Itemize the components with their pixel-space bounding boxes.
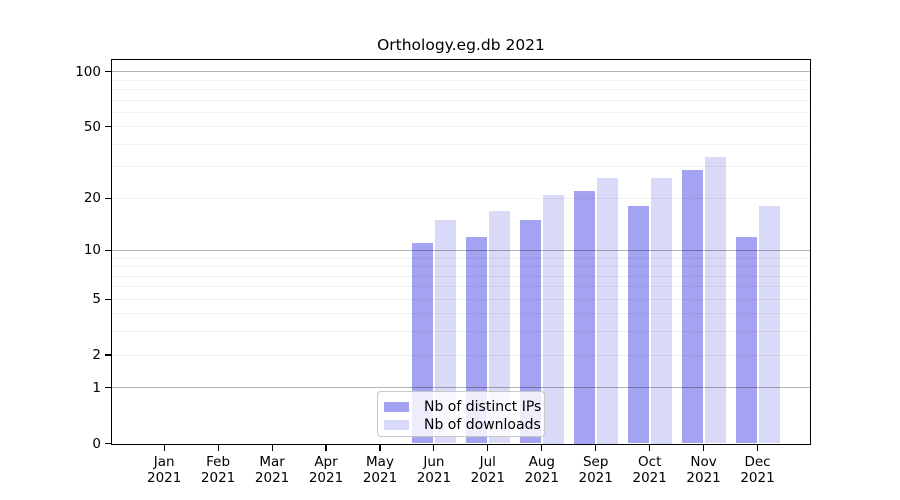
gridline-minor bbox=[112, 257, 810, 259]
bar-downloads-nov bbox=[704, 157, 726, 444]
bar-distinct-ips-sep bbox=[573, 191, 595, 444]
bar-downloads-sep bbox=[596, 178, 618, 444]
bar-distinct-ips-nov bbox=[681, 169, 703, 444]
x-tick bbox=[379, 445, 381, 451]
y-tick-label: 50 bbox=[83, 118, 101, 135]
gridline-minor bbox=[112, 298, 810, 300]
x-tick bbox=[541, 445, 543, 451]
x-tick bbox=[756, 445, 759, 451]
gridline-minor bbox=[112, 275, 810, 277]
y-tick bbox=[105, 71, 111, 73]
y-tick bbox=[105, 354, 111, 356]
x-tick bbox=[271, 445, 273, 451]
x-tick bbox=[433, 445, 435, 451]
y-tick bbox=[105, 442, 111, 445]
gridline-major bbox=[112, 71, 810, 73]
x-tick-label: Apr 2021 bbox=[308, 454, 344, 486]
x-tick-label: May 2021 bbox=[362, 454, 398, 486]
y-tick bbox=[105, 387, 111, 389]
legend-swatch-downloads bbox=[384, 420, 409, 430]
bar-distinct-ips-aug bbox=[519, 220, 541, 444]
bar-distinct-ips-oct bbox=[627, 206, 649, 444]
y-tick bbox=[105, 126, 111, 128]
x-tick-label: Nov 2021 bbox=[686, 454, 721, 486]
bar-downloads-oct bbox=[650, 178, 672, 444]
gridline-minor bbox=[112, 313, 810, 315]
y-tick bbox=[105, 197, 111, 199]
legend-item-downloads: Nb of downloads bbox=[384, 416, 544, 434]
legend-label-distinct-ips: Nb of distinct IPs bbox=[424, 399, 542, 415]
x-tick bbox=[217, 445, 219, 451]
x-tick-label: Feb 2021 bbox=[200, 454, 236, 486]
gridline-minor bbox=[112, 331, 810, 333]
legend-label-downloads: Nb of downloads bbox=[424, 417, 541, 433]
gridline-minor bbox=[112, 354, 810, 356]
bar-downloads-dec bbox=[758, 206, 780, 444]
gridline-minor bbox=[112, 99, 810, 101]
gridline-minor bbox=[112, 286, 810, 288]
x-tick-label: Jan 2021 bbox=[147, 454, 182, 486]
x-tick-label: Jul 2021 bbox=[470, 454, 505, 486]
y-tick bbox=[105, 249, 111, 251]
x-tick bbox=[595, 445, 597, 451]
gridline-minor bbox=[112, 89, 810, 91]
x-tick bbox=[487, 445, 489, 451]
gridline-minor bbox=[112, 197, 810, 199]
x-tick-label: Mar 2021 bbox=[254, 454, 290, 486]
chart-title: Orthology.eg.db 2021 bbox=[377, 36, 545, 54]
y-tick-label: 5 bbox=[92, 291, 101, 308]
gridline-minor bbox=[112, 79, 810, 81]
x-tick bbox=[325, 445, 327, 451]
gridline-major bbox=[112, 249, 810, 251]
bar-downloads-jun bbox=[434, 220, 456, 444]
y-tick-label: 10 bbox=[83, 242, 101, 259]
legend-item-distinct-ips: Nb of distinct IPs bbox=[384, 398, 544, 416]
x-tick-label: Sep 2021 bbox=[578, 454, 613, 486]
y-tick-label: 100 bbox=[75, 63, 101, 80]
y-tick-label: 20 bbox=[83, 190, 101, 207]
y-tick-label: 2 bbox=[92, 347, 101, 363]
x-tick-label: Oct 2021 bbox=[632, 454, 667, 486]
chart-legend: Nb of distinct IPs Nb of downloads bbox=[377, 391, 545, 437]
y-tick-label: 0 bbox=[92, 435, 101, 452]
gridline-minor bbox=[112, 266, 810, 267]
x-tick-label: Jun 2021 bbox=[416, 454, 452, 486]
x-tick bbox=[703, 445, 705, 451]
x-tick-label: Aug 2021 bbox=[524, 454, 559, 486]
gridline-minor bbox=[112, 111, 810, 113]
x-tick-label: Dec 2021 bbox=[740, 454, 775, 486]
y-tick bbox=[105, 298, 111, 300]
bar-distinct-ips-dec bbox=[735, 236, 757, 444]
gridline-minor bbox=[112, 166, 810, 168]
gridline-major bbox=[112, 387, 810, 389]
gridline-minor bbox=[112, 143, 810, 145]
legend-swatch-distinct-ips bbox=[384, 402, 409, 412]
y-tick-label: 1 bbox=[92, 379, 101, 396]
x-tick bbox=[163, 445, 165, 451]
gridline-minor bbox=[112, 126, 810, 128]
bar-downloads-aug bbox=[542, 194, 564, 444]
x-tick bbox=[649, 445, 651, 451]
bar-downloads-jul bbox=[488, 210, 510, 444]
